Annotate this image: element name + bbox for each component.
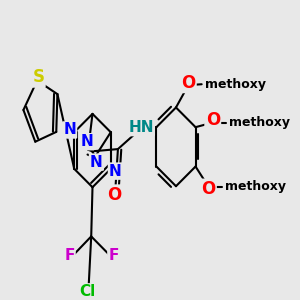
Text: O: O bbox=[181, 74, 195, 92]
Text: N: N bbox=[109, 164, 122, 178]
Text: methoxy: methoxy bbox=[205, 78, 266, 91]
Text: HN: HN bbox=[128, 120, 154, 135]
Text: S: S bbox=[32, 68, 44, 86]
Text: methoxy: methoxy bbox=[225, 180, 286, 193]
Text: methoxy: methoxy bbox=[229, 116, 290, 129]
Text: N: N bbox=[90, 154, 103, 169]
Text: O: O bbox=[206, 112, 220, 130]
Text: F: F bbox=[64, 248, 75, 263]
Text: N: N bbox=[80, 134, 93, 149]
Text: F: F bbox=[108, 248, 119, 263]
Text: N: N bbox=[63, 122, 76, 137]
Text: Cl: Cl bbox=[79, 284, 95, 299]
Text: O: O bbox=[201, 180, 215, 198]
Text: O: O bbox=[107, 186, 121, 204]
